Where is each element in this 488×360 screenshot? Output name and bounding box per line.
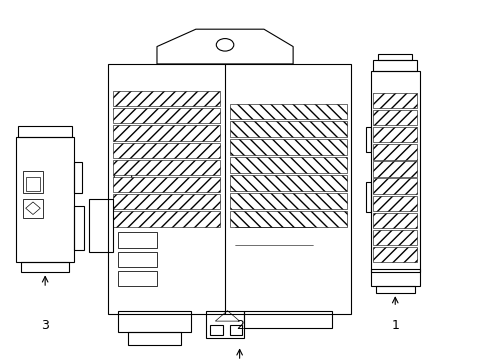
Bar (113, 143, 220, 158)
Bar (118, 311, 191, 332)
Bar (113, 211, 220, 226)
Bar (74, 206, 84, 249)
Bar (366, 127, 370, 152)
Bar (372, 93, 416, 108)
Bar (372, 247, 416, 262)
Bar (372, 161, 416, 177)
Bar (370, 71, 419, 273)
Text: 3: 3 (41, 319, 49, 332)
Bar (127, 332, 181, 346)
Bar (74, 162, 81, 193)
Bar (372, 230, 416, 245)
Bar (113, 160, 220, 175)
Bar (23, 199, 42, 218)
Bar (229, 175, 346, 191)
Bar (16, 137, 74, 262)
Bar (118, 271, 157, 286)
Bar (26, 177, 40, 191)
Bar (372, 60, 416, 71)
Bar (89, 199, 113, 252)
Bar (372, 144, 416, 159)
Bar (113, 125, 220, 140)
Bar (21, 262, 69, 273)
Bar (229, 139, 346, 155)
Bar (108, 64, 351, 314)
Bar (366, 182, 370, 212)
Bar (375, 286, 414, 293)
Bar (370, 269, 419, 286)
Bar (372, 195, 416, 211)
Bar (113, 194, 220, 210)
Bar (377, 54, 411, 60)
Bar (229, 157, 346, 173)
Bar (372, 179, 416, 194)
Bar (229, 104, 346, 120)
Bar (229, 121, 346, 137)
Text: 2: 2 (235, 319, 243, 332)
Bar (23, 171, 42, 193)
Bar (19, 126, 72, 137)
Bar (118, 252, 157, 267)
Bar (372, 127, 416, 143)
Bar (113, 108, 220, 123)
Bar (229, 211, 346, 226)
Bar (229, 193, 346, 209)
Bar (118, 233, 157, 248)
Bar (372, 213, 416, 228)
Bar (372, 110, 416, 125)
Bar (244, 311, 331, 328)
Bar (205, 311, 244, 338)
Bar (210, 325, 222, 335)
Bar (113, 91, 220, 106)
Bar (229, 325, 242, 335)
Text: 1: 1 (390, 319, 398, 332)
Bar (113, 177, 220, 192)
